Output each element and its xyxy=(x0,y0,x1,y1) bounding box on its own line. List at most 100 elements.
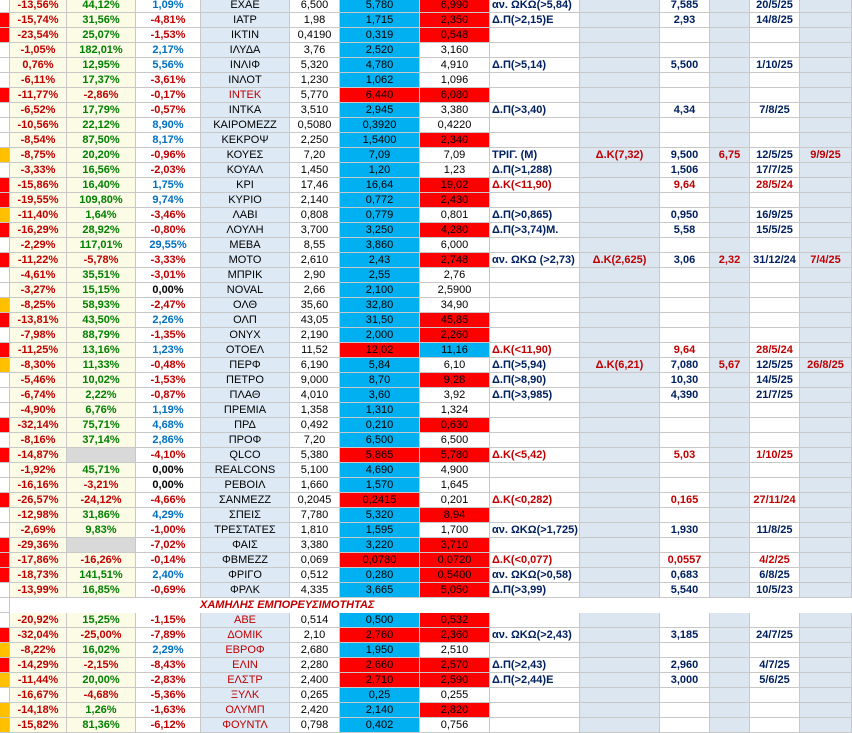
cell: 6,500 xyxy=(290,0,340,13)
cell: ΕΒΡΟΦ xyxy=(201,643,290,658)
cell: ΕΧΑΕ xyxy=(201,0,290,13)
cell: 28/5/24 xyxy=(750,178,800,193)
cell: 5,58 xyxy=(660,223,710,238)
flag-cell xyxy=(0,0,10,13)
cell xyxy=(490,313,580,328)
cell: -14,87% xyxy=(10,448,67,463)
cell xyxy=(490,463,580,478)
cell: 5,540 xyxy=(660,583,710,598)
cell: 5,67 xyxy=(710,358,750,373)
cell: -15,74% xyxy=(10,13,67,28)
cell: ΜΟΤΟ xyxy=(201,253,290,268)
flag-cell xyxy=(0,328,10,343)
cell: -0,96% xyxy=(136,148,201,163)
cell: -3,61% xyxy=(136,73,201,88)
flag-cell xyxy=(0,148,10,163)
cell: ΛΟΥΛΗ xyxy=(201,223,290,238)
cell: ΚΡΙ xyxy=(201,178,290,193)
cell: 0,779 xyxy=(340,208,420,223)
cell: 45,71% xyxy=(67,463,136,478)
cell xyxy=(710,343,750,358)
cell: -4,90% xyxy=(10,403,67,418)
cell: ΙΝΤΕΚ xyxy=(201,88,290,103)
cell: 0,25 xyxy=(340,688,420,703)
cell: 0,255 xyxy=(420,688,490,703)
cell xyxy=(580,658,660,673)
cell: ΣΠΕΙΣ xyxy=(201,508,290,523)
cell xyxy=(660,718,710,733)
cell: -13,81% xyxy=(10,313,67,328)
cell: 0,0557 xyxy=(660,553,710,568)
flag-cell xyxy=(0,373,10,388)
cell xyxy=(800,298,852,313)
cell xyxy=(800,268,852,283)
cell: 28/5/24 xyxy=(750,343,800,358)
cell: Δ.Π(>3,74)Μ. xyxy=(490,223,580,238)
cell xyxy=(660,193,710,208)
cell: 35,60 xyxy=(290,298,340,313)
cell: -2,15% xyxy=(67,658,136,673)
cell: -12,98% xyxy=(10,508,67,523)
cell: Δ.Π(>2,15)Ε xyxy=(490,13,580,28)
cell: ΠΛΑΘ xyxy=(201,388,290,403)
cell: -0,69% xyxy=(136,583,201,598)
cell xyxy=(710,193,750,208)
cell: 2,945 xyxy=(340,103,420,118)
cell: 0,492 xyxy=(290,418,340,433)
cell: 2,190 xyxy=(290,328,340,343)
cell: -4,61% xyxy=(10,268,67,283)
cell: -3,33% xyxy=(10,163,67,178)
cell xyxy=(580,433,660,448)
cell: 4/2/25 xyxy=(750,553,800,568)
cell: Δ.Κ(<11,90) xyxy=(490,343,580,358)
cell: 2,340 xyxy=(420,133,490,148)
cell: 1,19% xyxy=(136,403,201,418)
cell: 0,532 xyxy=(420,613,490,628)
cell xyxy=(800,703,852,718)
cell: 0,808 xyxy=(290,208,340,223)
cell: 17/7/25 xyxy=(750,163,800,178)
cell xyxy=(800,313,852,328)
cell: 2,400 xyxy=(290,673,340,688)
cell: 7,09 xyxy=(340,148,420,163)
cell: αν. ΩΚΩ(>1,725) xyxy=(490,523,580,538)
cell xyxy=(580,418,660,433)
cell xyxy=(580,118,660,133)
cell xyxy=(710,538,750,553)
cell: ΠΡΟΦ xyxy=(201,433,290,448)
cell: 9,000 xyxy=(290,373,340,388)
cell: 5,320 xyxy=(290,58,340,73)
cell xyxy=(660,238,710,253)
cell xyxy=(800,73,852,88)
cell: 2,820 xyxy=(420,703,490,718)
cell: 0,0720 xyxy=(420,553,490,568)
flag-cell xyxy=(0,433,10,448)
cell xyxy=(800,403,852,418)
cell: -1,63% xyxy=(136,703,201,718)
cell: -32,04% xyxy=(10,628,67,643)
cell: 3,60 xyxy=(340,388,420,403)
cell xyxy=(800,328,852,343)
cell: 5,050 xyxy=(420,583,490,598)
cell: 44,12% xyxy=(67,0,136,13)
cell xyxy=(580,0,660,13)
cell: 20,20% xyxy=(67,148,136,163)
cell: 2,93 xyxy=(660,13,710,28)
cell xyxy=(710,628,750,643)
cell: 0,548 xyxy=(420,28,490,43)
cell: 7/4/25 xyxy=(800,253,852,268)
cell: αν. ΩΚΩ(>0,58) xyxy=(490,568,580,583)
flag-cell xyxy=(0,553,10,568)
cell xyxy=(660,283,710,298)
cell xyxy=(660,43,710,58)
cell xyxy=(710,553,750,568)
cell: -23,54% xyxy=(10,28,67,43)
cell xyxy=(490,613,580,628)
flag-cell xyxy=(0,523,10,538)
flag-cell xyxy=(0,358,10,373)
cell: 2,520 xyxy=(340,43,420,58)
cell: 2,90 xyxy=(290,268,340,283)
cell: -11,40% xyxy=(10,208,67,223)
cell: -0,80% xyxy=(136,223,201,238)
cell xyxy=(580,43,660,58)
